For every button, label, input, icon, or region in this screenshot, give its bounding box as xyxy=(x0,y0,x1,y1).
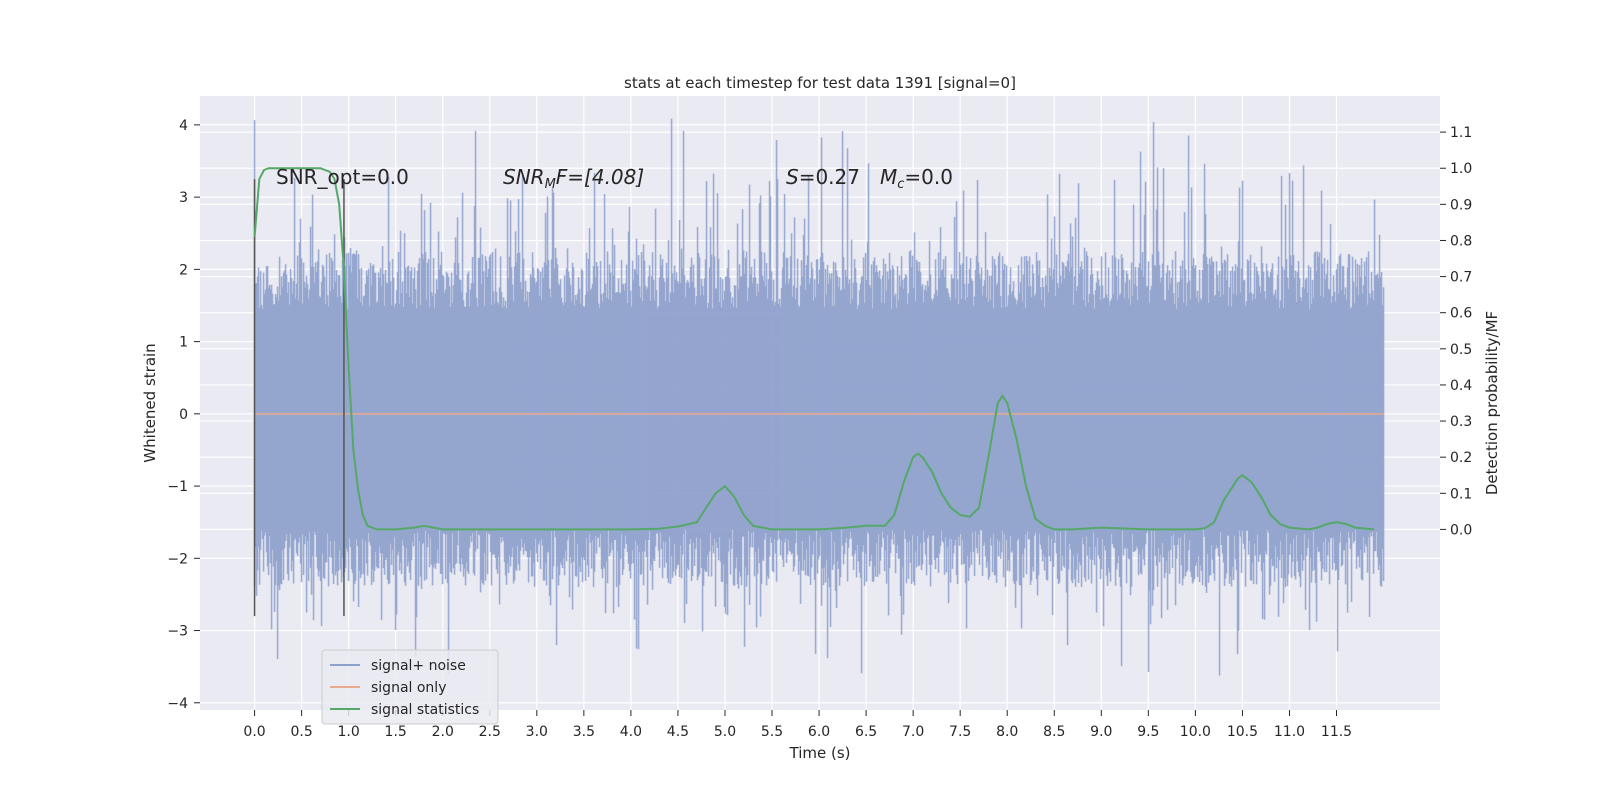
snr-mf-value: F=[4.08] xyxy=(556,165,644,189)
right-tick-label: 0.3 xyxy=(1450,414,1472,430)
legend-label-signal-noise: signal+ noise xyxy=(371,658,466,674)
x-tick-label: 5.5 xyxy=(761,724,783,740)
signal-noise-series xyxy=(253,118,1385,676)
right-tick-label: 0.8 xyxy=(1450,233,1472,249)
snr-mf-annotation: SNRMF=[4.08] xyxy=(503,165,644,192)
x-tick-label: 7.5 xyxy=(949,724,971,740)
x-tick-label: 3.0 xyxy=(526,724,548,740)
x-tick-label: 8.0 xyxy=(996,724,1018,740)
signal-statistics-series xyxy=(253,167,1375,531)
y-tick-label: 4 xyxy=(179,118,188,134)
mc-value: =0.0 xyxy=(904,165,953,189)
legend: signal+ noise signal only signal statist… xyxy=(321,649,499,725)
right-tick-label: 0.7 xyxy=(1450,270,1472,286)
right-tick-label: 0.9 xyxy=(1450,197,1472,213)
mc-symbol: M xyxy=(880,165,897,189)
x-tick-label: 6.0 xyxy=(808,724,830,740)
y-tick-label: 2 xyxy=(179,262,188,278)
x-tick-label: 9.0 xyxy=(1090,724,1112,740)
y-tick-label: −2 xyxy=(167,551,188,567)
snr-opt-annotation: SNR_opt=0.0 xyxy=(276,165,409,189)
x-tick-label: 6.5 xyxy=(855,724,877,740)
right-tick-label: 0.4 xyxy=(1450,378,1472,394)
right-tick-label: 0.6 xyxy=(1450,306,1472,322)
right-tick-label: 1.0 xyxy=(1450,161,1472,177)
mc-annotation: Mc=0.0 xyxy=(880,165,953,192)
snr-mf-symbol: SNR xyxy=(503,165,545,189)
s-annotation: S=0.27 xyxy=(786,165,860,189)
x-tick-label: 10.5 xyxy=(1227,724,1258,740)
left-axis-ticks: 4 3 2 1 0 −1 −2 −3 −4 xyxy=(167,118,200,712)
mc-subscript: c xyxy=(897,177,904,192)
y-tick-label: −1 xyxy=(167,479,188,495)
x-tick-label: 8.5 xyxy=(1043,724,1065,740)
x-tick-label: 2.0 xyxy=(432,724,454,740)
s-symbol: S xyxy=(786,165,799,189)
x-tick-label: 1.0 xyxy=(338,724,360,740)
x-axis-ticks: 0.0 0.5 1.0 1.5 2.0 2.5 3.0 3.5 4.0 4.5 5.0 5.5 6.0 6… xyxy=(243,710,1352,740)
legend-box xyxy=(321,649,499,725)
y-tick-label: −4 xyxy=(167,696,188,712)
right-tick-label: 1.1 xyxy=(1450,125,1472,141)
x-tick-label: 4.5 xyxy=(667,724,689,740)
x-tick-label: 4.0 xyxy=(620,724,642,740)
x-tick-label: 11.0 xyxy=(1274,724,1305,740)
x-tick-label: 0.5 xyxy=(290,724,312,740)
chart-title: stats at each timestep for test data 139… xyxy=(624,74,1016,92)
x-tick-label: 7.0 xyxy=(902,724,924,740)
x-tick-label: 9.5 xyxy=(1137,724,1159,740)
y-axis-label: Whitened strain xyxy=(141,343,159,462)
x-tick-label: 5.0 xyxy=(714,724,736,740)
x-axis-label: Time (s) xyxy=(789,744,851,762)
snr-mf-subscript: M xyxy=(545,177,556,192)
right-y-axis-label: Detection probability/MF xyxy=(1483,311,1501,495)
right-tick-label: 0.5 xyxy=(1450,342,1472,358)
x-tick-label: 2.5 xyxy=(479,724,501,740)
legend-label-signal-only: signal only xyxy=(371,680,446,696)
right-tick-label: 0.2 xyxy=(1450,450,1472,466)
x-tick-label: 0.0 xyxy=(243,724,265,740)
x-tick-label: 1.5 xyxy=(385,724,407,740)
x-tick-label: 10.0 xyxy=(1180,724,1211,740)
x-tick-label: 11.5 xyxy=(1321,724,1352,740)
s-value: =0.27 xyxy=(799,165,860,189)
y-tick-label: −3 xyxy=(167,624,188,640)
right-axis-ticks: 1.1 1.0 0.9 0.8 0.7 0.6 0.5 0.4 0.3 0.2 0.1 0.0 xyxy=(1440,125,1472,538)
y-tick-label: 1 xyxy=(179,335,188,351)
legend-label-signal-statistics: signal statistics xyxy=(371,702,479,718)
y-tick-label: 0 xyxy=(179,407,188,423)
y-tick-label: 3 xyxy=(179,190,188,206)
right-tick-label: 0.0 xyxy=(1450,522,1472,538)
right-tick-label: 0.1 xyxy=(1450,486,1472,502)
x-tick-label: 3.5 xyxy=(573,724,595,740)
